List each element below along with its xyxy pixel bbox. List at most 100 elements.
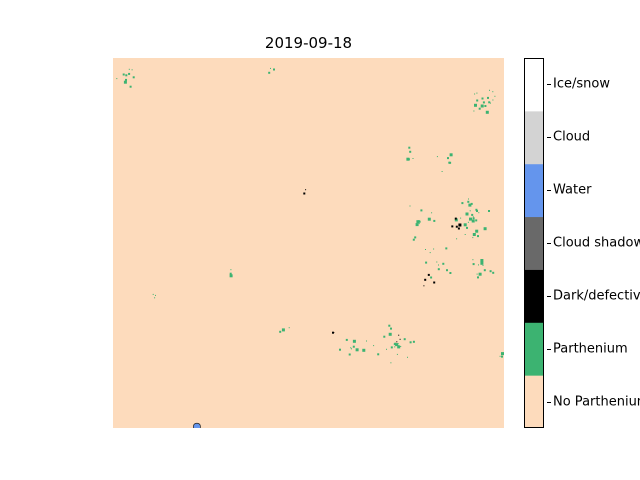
map-pixel: [303, 192, 306, 195]
colorbar-tick-label: Dark/defective: [553, 288, 640, 304]
map-pixel: [393, 343, 396, 346]
map-pixel: [416, 220, 420, 224]
map-pixel: [423, 285, 425, 287]
map-pixel: [123, 80, 127, 84]
colorbar-tick-label: No Parthenium: [553, 394, 640, 410]
map-pixel: [193, 422, 201, 428]
map-pixel: [468, 203, 472, 207]
map-feature-dark-defective: [332, 331, 335, 334]
map-pixel: [345, 338, 348, 341]
map-pixel: [339, 348, 341, 351]
map-pixel: [442, 262, 445, 265]
map-pixel: [488, 210, 490, 212]
map-pixel: [470, 202, 473, 205]
map-pixel: [472, 216, 474, 218]
map-pixel: [403, 338, 406, 341]
map-pixel: [472, 217, 475, 220]
map-pixel: [471, 213, 474, 216]
map-feature-parthenium: [425, 247, 452, 279]
map-pixel: [396, 353, 398, 355]
map-pixel: [473, 110, 475, 112]
map-pixel: [490, 102, 491, 104]
map-pixel: [472, 233, 476, 236]
map-pixel: [155, 294, 156, 296]
map-pixel: [482, 101, 485, 104]
map-pixel: [469, 210, 471, 212]
map-pixel: [437, 268, 440, 271]
map-feature-parthenium: [268, 67, 275, 74]
map-pixel: [465, 212, 469, 216]
map-background-class: [113, 58, 504, 428]
map-pixel: [454, 218, 458, 222]
map-pixel: [409, 341, 412, 344]
map-feature-dark-defective: [451, 217, 462, 230]
map-pixel: [399, 338, 401, 340]
map-feature-parthenium: [406, 146, 414, 161]
map-feature-dark-defective: [303, 189, 307, 195]
map-pixel: [485, 110, 489, 114]
map-pixel: [480, 261, 484, 265]
map-pixel: [305, 189, 307, 191]
map-pixel: [230, 269, 232, 271]
map-pixel: [386, 348, 387, 350]
map-pixel: [332, 331, 334, 334]
map-pixel: [352, 339, 356, 343]
map-pixel: [394, 346, 396, 348]
map-pixel: [476, 92, 478, 94]
colorbar-swatch-water: [524, 163, 544, 218]
map-feature-parthenium: [499, 352, 504, 358]
map-pixel: [268, 71, 271, 74]
map-pixel: [455, 225, 458, 228]
map-pixel: [483, 227, 487, 231]
map-pixel: [483, 269, 486, 272]
map-pixel: [436, 156, 438, 158]
map-pixel: [456, 238, 458, 240]
map-pixel: [489, 89, 490, 91]
map-feature-dark-defective: [396, 334, 401, 343]
map-pixel: [470, 218, 472, 220]
map-pixel: [398, 345, 400, 347]
map-pixel: [501, 355, 503, 358]
map-pixel: [383, 335, 386, 338]
map-pixel: [451, 225, 454, 228]
map-pixel: [488, 101, 491, 104]
map-pixel: [477, 276, 479, 279]
map-pixel: [472, 263, 475, 266]
map-pixel: [390, 362, 392, 364]
map-pixel: [476, 273, 478, 275]
map-pixel: [412, 340, 415, 343]
map-pixel: [472, 237, 474, 239]
map-pixel: [457, 227, 460, 230]
colorbar-frame: [524, 58, 544, 428]
colorbar-tick-label: Water: [553, 182, 592, 198]
map-pixel: [132, 76, 135, 79]
map-pixel: [441, 171, 443, 172]
map-pixel: [352, 345, 355, 348]
map-pixel: [478, 264, 479, 266]
map-pixel: [420, 209, 423, 212]
map-pixel: [229, 272, 232, 275]
map-pixel: [501, 352, 504, 356]
colorbar-tick: [547, 243, 551, 244]
map-pixel: [229, 274, 233, 278]
map-pixel: [281, 328, 285, 332]
map-pixel: [449, 153, 453, 157]
map-pixel: [433, 219, 436, 222]
colorbar-swatch-no-parthenium: [524, 375, 544, 428]
map-pixel: [475, 219, 478, 222]
colorbar-tick: [547, 401, 551, 403]
map-pixel: [125, 74, 128, 77]
map-pixel: [472, 259, 474, 261]
map-pixel: [433, 248, 435, 250]
map-pixel: [398, 334, 400, 336]
map-pixel: [446, 269, 448, 272]
map-pixel: [273, 68, 275, 71]
map-pixel: [478, 107, 481, 110]
map-pixel: [449, 272, 452, 274]
map-feature-parthenium: [229, 269, 233, 278]
map-feature-parthenium: [436, 153, 453, 172]
map-pixel: [461, 202, 464, 205]
map-pixel: [388, 324, 391, 327]
map-pixel: [270, 67, 271, 69]
